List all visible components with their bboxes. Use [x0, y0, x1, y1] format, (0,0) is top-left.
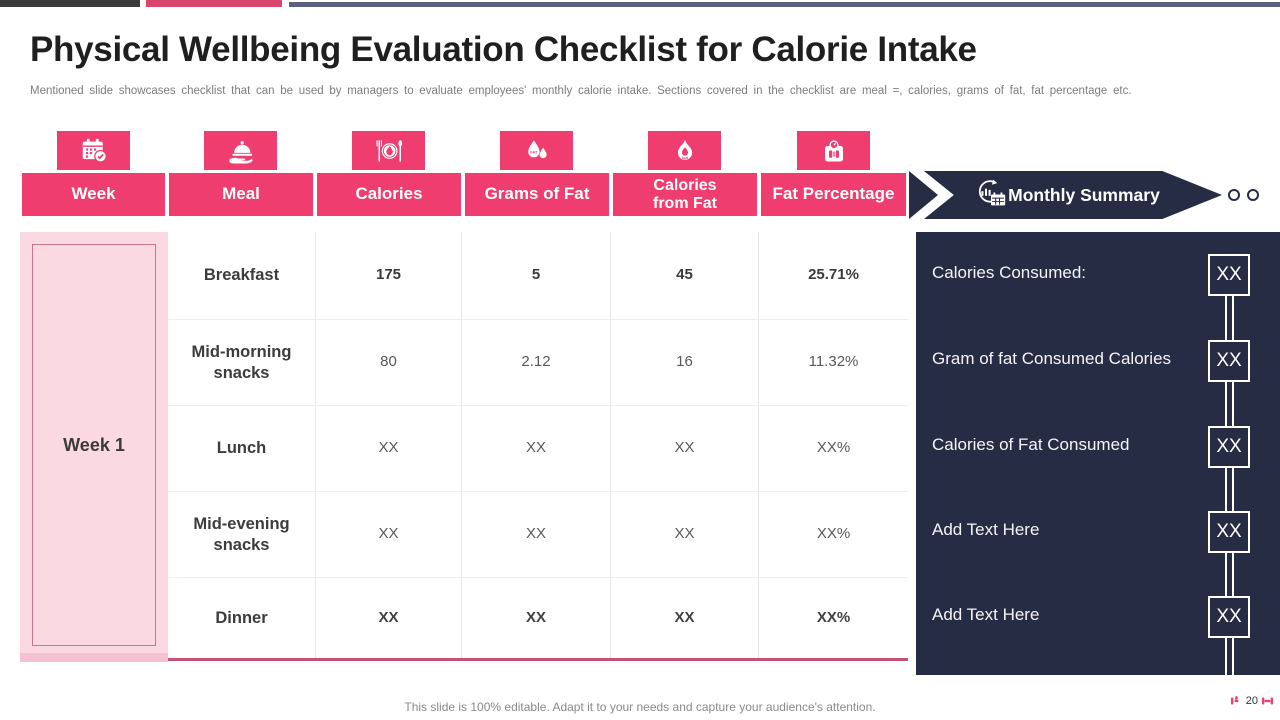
- fat-percentage-placeholder[interactable]: XX%: [816, 609, 851, 627]
- calories-from-fat-placeholder[interactable]: XX: [611, 492, 759, 577]
- monthly-summary-banner: Monthly Summary: [924, 171, 1222, 219]
- table-underline: [168, 658, 908, 661]
- calories-from-fat-placeholder[interactable]: XX: [611, 578, 759, 659]
- grams-of-fat-value: 5: [462, 232, 611, 319]
- summary-value-box[interactable]: XX: [1208, 254, 1250, 296]
- column-header-grams-of-fat: Grams of Fat: [465, 173, 609, 216]
- column-header-calories-from-fat: Calories from Fat: [613, 173, 757, 216]
- page-title: Physical Wellbeing Evaluation Checklist …: [30, 30, 977, 69]
- meal-label: Breakfast: [168, 232, 316, 319]
- week-group-label: Week 1: [32, 244, 156, 646]
- summary-value-box[interactable]: XX: [1208, 511, 1250, 553]
- svg-text:FAT: FAT: [530, 149, 538, 154]
- calories-from-fat-value: 16: [611, 320, 759, 405]
- summary-value-box[interactable]: XX: [1208, 596, 1250, 638]
- summary-connector-line: [1225, 272, 1234, 675]
- page-subtitle: Mentioned slide showcases checklist that…: [30, 85, 1132, 97]
- page-number: 20: [1245, 695, 1258, 707]
- table-row-lunch: Lunch XX XX XX XX%: [168, 406, 908, 492]
- summary-item-label: Gram of fat Consumed Calories: [932, 349, 1172, 368]
- calories-placeholder[interactable]: XX: [316, 406, 462, 491]
- grams-of-fat-placeholder[interactable]: XX: [462, 492, 611, 577]
- fat-percentage-value: 11.32%: [808, 353, 859, 371]
- week-group-cell: Week 1: [20, 232, 168, 662]
- flame-icon: kcal: [648, 131, 721, 170]
- meal-label: Lunch: [168, 406, 316, 491]
- progress-dot: [1228, 189, 1240, 201]
- calendar-chart-icon: [972, 177, 1008, 213]
- summary-item-placeholder[interactable]: Add Text Here: [932, 520, 1040, 539]
- svg-text:kcal: kcal: [681, 155, 687, 159]
- grams-of-fat-placeholder[interactable]: XX: [462, 406, 611, 491]
- calories-placeholder[interactable]: XX: [316, 492, 462, 577]
- column-header-week: Week: [22, 173, 165, 216]
- table-row-mid-evening-snacks: Mid-evening snacks XX XX XX XX%: [168, 492, 908, 578]
- calories-placeholder[interactable]: XX: [316, 578, 462, 659]
- topbar-slate-segment: [289, 2, 1280, 7]
- summary-value-box[interactable]: XX: [1208, 340, 1250, 382]
- progress-dot: [1247, 189, 1259, 201]
- fat-percentage-placeholder[interactable]: XX%: [816, 439, 851, 457]
- table-row-mid-morning-snacks: Mid-morning snacks 80 2.12 16 11.32%: [168, 320, 908, 406]
- weight-scale-icon: [797, 131, 870, 170]
- meal-label: Mid-evening snacks: [168, 492, 316, 577]
- grams-of-fat-value: 2.12: [462, 320, 611, 405]
- column-header-calories: Calories: [317, 173, 461, 216]
- plate-flame-icon: [352, 131, 425, 170]
- calories-from-fat-value: 45: [611, 232, 759, 319]
- summary-value-box[interactable]: XX: [1208, 426, 1250, 468]
- grams-of-fat-placeholder[interactable]: XX: [462, 578, 611, 659]
- dumbbell-icon: [1230, 696, 1239, 705]
- topbar-dark-segment: [0, 0, 140, 7]
- summary-item-label: Calories of Fat Consumed: [932, 435, 1130, 454]
- dumbbell-icon: [1261, 697, 1274, 705]
- meal-serving-icon: [204, 131, 277, 170]
- fat-drops-icon: FAT: [500, 131, 573, 170]
- monthly-summary-title: Monthly Summary: [1008, 184, 1160, 205]
- meal-label: Mid-morning snacks: [168, 320, 316, 405]
- calories-from-fat-placeholder[interactable]: XX: [611, 406, 759, 491]
- table-row-breakfast: Breakfast 175 5 45 25.71%: [168, 232, 908, 320]
- column-header-meal: Meal: [169, 173, 313, 216]
- calories-value: 175: [316, 232, 462, 319]
- monthly-summary-panel: Calories Consumed: XX Gram of fat Consum…: [916, 232, 1280, 675]
- summary-item-placeholder[interactable]: Add Text Here: [932, 605, 1040, 624]
- footer-note: This slide is 100% editable. Adapt it to…: [404, 700, 876, 714]
- fat-percentage-value: 25.71%: [808, 266, 859, 284]
- fat-percentage-placeholder[interactable]: XX%: [816, 525, 851, 543]
- summary-item-label: Calories Consumed:: [932, 263, 1087, 282]
- topbar-pink-segment: [146, 0, 282, 7]
- calendar-check-icon: [57, 131, 130, 170]
- column-header-fat-percentage: Fat Percentage: [761, 173, 906, 216]
- table-row-dinner: Dinner XX XX XX XX%: [168, 578, 908, 659]
- calories-value: 80: [316, 320, 462, 405]
- week-group-bottom-strip: [20, 653, 168, 662]
- meal-label: Dinner: [168, 578, 316, 659]
- page-number-block: 20: [1230, 694, 1274, 708]
